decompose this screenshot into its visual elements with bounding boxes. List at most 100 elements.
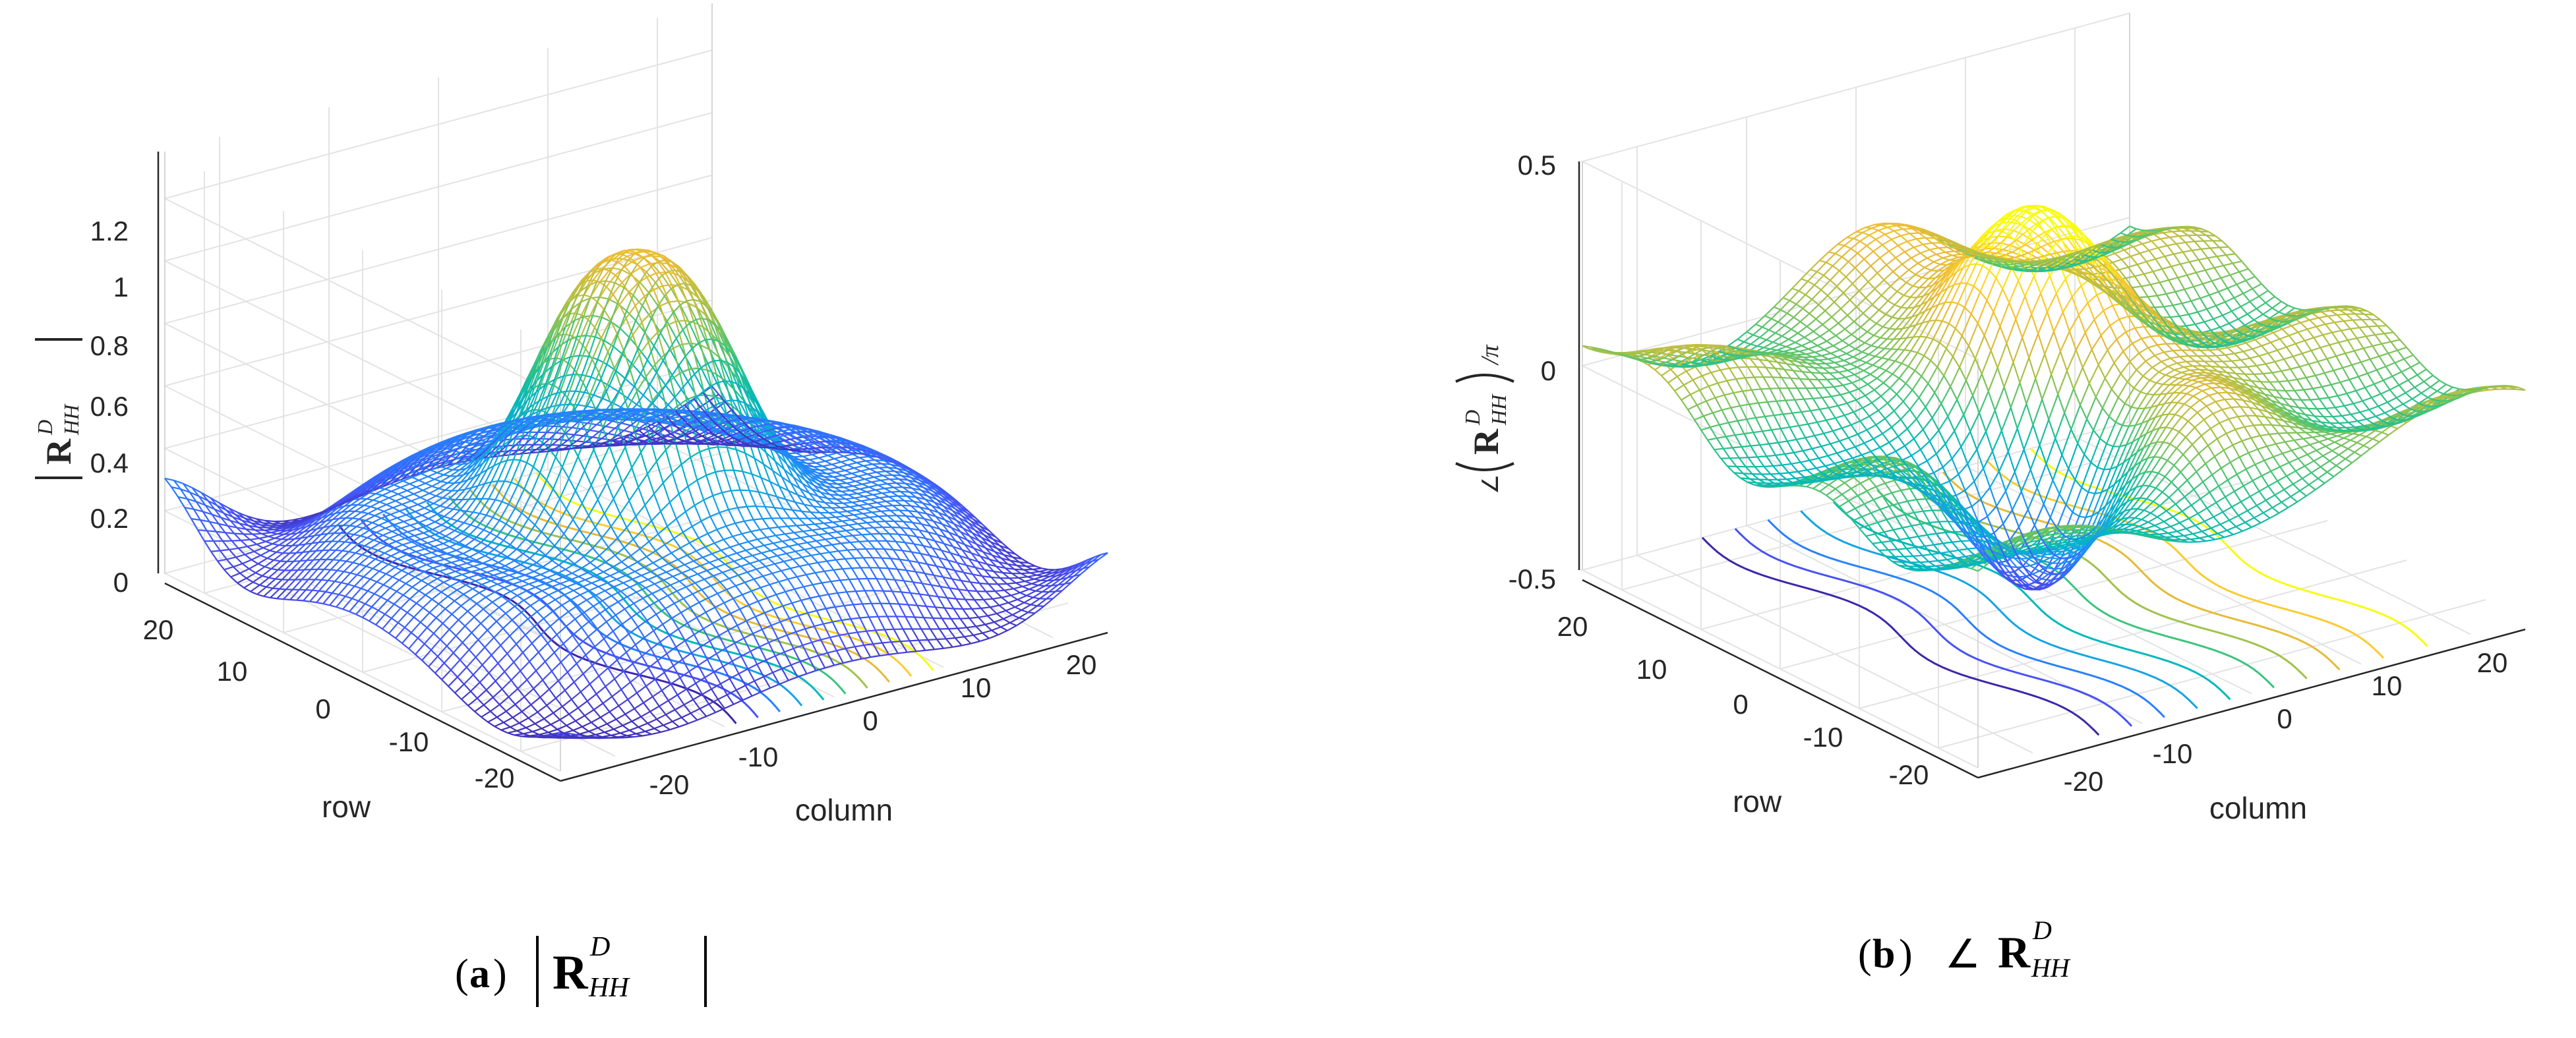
mesh-segment [627,699,636,709]
mesh-segment [477,689,487,699]
mesh-segment [649,705,660,712]
mesh-segment [454,600,462,607]
mesh-segment [584,715,592,723]
mesh-segment [756,505,765,507]
mesh-segment [434,478,442,482]
mesh-segment [448,685,456,694]
mesh-segment [726,585,736,591]
mesh-segment [620,586,630,592]
mesh-segment [469,498,476,500]
mesh-segment [833,568,843,571]
mesh-segment [705,711,716,718]
mesh-segment [607,718,616,725]
mesh-segment [1021,604,1031,611]
mesh-segment [696,475,707,481]
mesh-segment [998,629,1008,636]
mesh-segment [502,619,513,629]
mesh-segment [402,500,412,505]
mesh-segment [402,632,412,644]
mesh-segment [657,571,667,577]
mesh-segment [568,707,579,715]
mesh-segment [821,447,831,453]
mesh-segment [707,437,717,442]
mesh-segment [680,716,689,724]
mesh-segment [891,641,901,643]
mesh-segment [482,558,493,564]
mesh-segment [455,463,462,465]
mesh-segment [916,649,926,652]
mesh-segment [291,579,303,591]
mesh-segment [329,604,337,608]
mesh-segment [377,550,385,554]
mesh-segment [498,606,506,614]
mesh-segment [564,681,575,691]
mesh-segment [460,509,467,512]
mesh-segment [659,301,670,307]
mesh-segment [451,614,460,621]
mesh-segment [417,627,428,639]
mesh-segment [403,521,411,527]
mesh-segment [335,541,345,551]
mesh-segment [485,555,493,560]
mesh-segment [602,696,613,705]
mesh-segment [670,580,680,586]
mesh-segment [734,558,744,562]
mesh-segment [579,515,589,531]
mesh-segment [639,667,649,676]
mesh-segment [661,552,672,559]
mesh-segment [566,586,574,591]
mesh-segment [990,604,1000,608]
mesh-segment [956,598,966,600]
mesh-segment [585,646,595,656]
mesh-segment [370,505,378,509]
mesh-segment [401,569,409,575]
mesh-segment [622,616,632,625]
mesh-segment [833,520,843,523]
mesh-segment [294,531,305,540]
mesh-segment [386,591,398,601]
mesh-segment [757,536,767,540]
mesh-segment [417,500,427,505]
mesh-segment [365,519,373,524]
mesh-segment [331,533,342,542]
mesh-segment [651,511,661,521]
mesh-segment [810,595,820,599]
mesh-segment [398,490,407,495]
mesh-segment [498,562,506,567]
mesh-segment [180,488,191,493]
mesh-segment [577,707,585,716]
mesh-segment [517,590,527,596]
mesh-segment [926,605,936,608]
mesh-segment [613,582,624,588]
mesh-segment [280,552,290,562]
mesh-segment [373,499,380,503]
mesh-segment [510,591,518,596]
mesh-segment [553,712,560,720]
mesh-segment [494,722,504,728]
mesh-segment [782,538,792,542]
mesh-segment [477,526,485,531]
mesh-segment [714,602,725,608]
mesh-segment [601,649,611,658]
mesh-segment [528,583,536,588]
mesh-segment [290,560,301,571]
mesh-segment [561,736,568,739]
mesh-segment [394,521,404,526]
mesh-segment [611,595,619,602]
mesh-segment [436,467,447,474]
mesh-segment [568,456,579,479]
mesh-segment [814,623,824,627]
mesh-segment [574,556,584,565]
mesh-segment [676,591,684,599]
mesh-segment [781,664,792,670]
mesh-segment [421,469,431,475]
mesh-segment [870,497,880,500]
mesh-segment [422,485,433,492]
mesh-segment [522,580,529,585]
mesh-segment [340,572,351,583]
mesh-segment [802,453,812,457]
mesh-segment [445,530,456,537]
mesh-segment [366,498,374,501]
mesh-segment [409,544,419,549]
mesh-segment [791,660,800,666]
